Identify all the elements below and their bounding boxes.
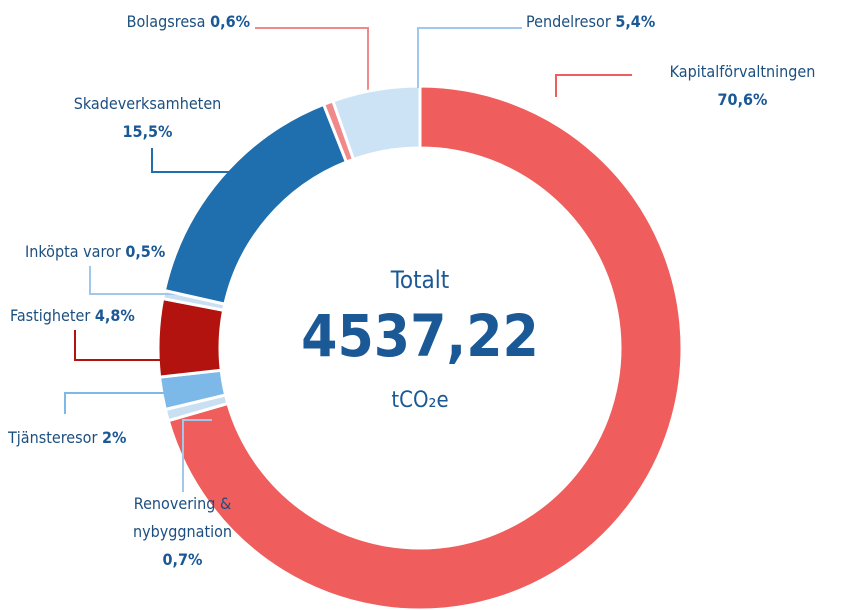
segment-name: Pendelresor bbox=[526, 12, 611, 31]
segment-label: Pendelresor 5,4% bbox=[526, 8, 736, 36]
segment-label: Tjänsteresor 2% bbox=[8, 424, 178, 452]
leader-line bbox=[555, 74, 632, 97]
leader-line bbox=[64, 392, 202, 414]
segment-label: Skadeverksamheten 15,5% bbox=[40, 90, 255, 146]
leader-line bbox=[89, 266, 206, 295]
segment-label: Inköpta varor 0,5% bbox=[25, 238, 225, 266]
segment-name: Skadeverksamheten bbox=[73, 94, 222, 113]
segment-name: Renovering & nybyggnation bbox=[132, 494, 233, 541]
segment-name: Tjänsteresor bbox=[8, 428, 98, 447]
leader-line bbox=[182, 419, 212, 492]
segment-value: 4,8% bbox=[94, 306, 135, 325]
leader-line bbox=[151, 148, 264, 173]
leader-line bbox=[255, 27, 369, 100]
segment-value: 0,7% bbox=[162, 550, 203, 569]
unit: tCO₂e bbox=[391, 388, 449, 413]
segment-value: 0,6% bbox=[210, 12, 250, 31]
donut-segment bbox=[330, 84, 422, 162]
segment-name: Bolagsresa bbox=[126, 12, 206, 31]
segment-name: Kapitalförvaltningen bbox=[669, 62, 816, 81]
segment-value: 5,4% bbox=[615, 12, 656, 31]
segment-value: 2% bbox=[101, 428, 127, 447]
segment-name: Inköpta varor bbox=[25, 242, 121, 261]
segment-value: 70,6% bbox=[717, 90, 768, 109]
segment-label: Renovering & nybyggnation 0,7% bbox=[100, 490, 265, 574]
donut-segment bbox=[166, 84, 684, 610]
segment-value: 0,5% bbox=[125, 242, 166, 261]
segment-name: Fastigheter bbox=[10, 306, 91, 325]
segment-label: Fastigheter 4,8% bbox=[10, 302, 190, 330]
segment-label: Kapitalförvaltningen 70,6% bbox=[640, 58, 845, 114]
leader-line bbox=[74, 330, 192, 361]
total: 4537,22 bbox=[301, 302, 539, 370]
leader-line bbox=[417, 27, 522, 88]
segment-label: Bolagsresa 0,6% bbox=[40, 8, 250, 36]
center-title: Totalt bbox=[390, 266, 450, 294]
segment-value: 15,5% bbox=[122, 122, 173, 141]
